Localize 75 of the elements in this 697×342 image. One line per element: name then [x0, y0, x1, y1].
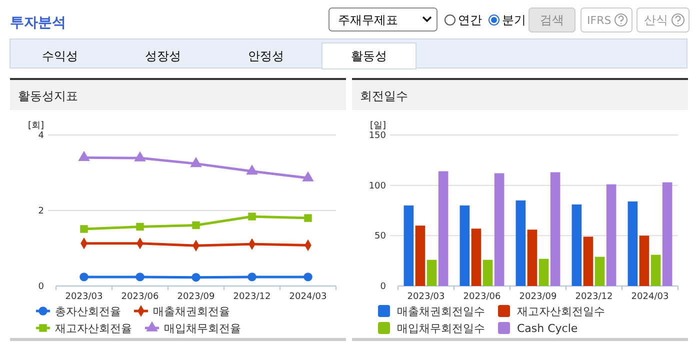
text: 투자분석 — [10, 15, 66, 31]
point — [134, 151, 146, 162]
point — [78, 150, 90, 162]
x-tick-label: 2024/03 — [289, 292, 327, 302]
bar — [572, 204, 582, 286]
dropdown-field: 주재무제표 — [328, 8, 438, 32]
legend-label: 매입채무회전일수 — [397, 322, 485, 335]
legend-label: 재고자산회전일수 — [517, 305, 605, 318]
y-tick-label: 0 — [38, 282, 44, 292]
bar — [594, 256, 605, 286]
point — [246, 164, 258, 175]
x-tick-label: 2023/12 — [233, 292, 271, 302]
text: IFRS — [587, 14, 612, 27]
point — [190, 156, 202, 168]
bar — [494, 173, 504, 286]
y-tick-label: 0 — [380, 282, 386, 292]
text: 성장성 — [145, 49, 181, 63]
bar — [516, 200, 526, 286]
text: 산식 — [644, 13, 668, 27]
bar — [538, 258, 549, 286]
legend-label: Cash Cycle — [517, 322, 578, 335]
text: 안정성 — [248, 49, 284, 63]
bar — [527, 230, 538, 286]
x-tick-label: 2024/03 — [631, 292, 669, 302]
x-tick-label: 2023/12 — [575, 292, 613, 302]
point — [304, 272, 312, 282]
point — [80, 225, 88, 233]
bar — [639, 236, 650, 286]
x-tick-label: 2023/03 — [407, 292, 445, 302]
x-tick-label: 2023/06 — [121, 292, 159, 302]
y-tick-label: 150 — [368, 131, 386, 141]
text: 검색 — [540, 13, 564, 27]
point — [248, 272, 256, 282]
point — [80, 272, 88, 282]
legend-label: 매입채무회전율 — [164, 322, 241, 335]
point — [192, 272, 200, 282]
bar — [482, 260, 493, 286]
text: 활동성 — [351, 49, 387, 63]
x-tick-label: 2023/09 — [519, 292, 557, 302]
text: 연간 — [458, 13, 482, 27]
legend-label: 매출채권회전일수 — [397, 305, 485, 318]
bar — [628, 201, 638, 286]
legend-label: 매출채권회전율 — [153, 305, 230, 318]
x-tick-label: 2023/06 — [463, 292, 501, 302]
bar — [650, 254, 661, 286]
point — [248, 212, 256, 220]
bar — [438, 171, 448, 286]
legend-label: 재고자산회전율 — [55, 322, 132, 335]
y-tick-label: 2 — [38, 206, 44, 216]
point — [136, 222, 144, 231]
bar — [426, 260, 437, 286]
point — [302, 171, 314, 182]
bar — [415, 226, 426, 286]
point — [304, 214, 312, 222]
bar — [550, 172, 560, 286]
chart-title: 회전일수 — [360, 89, 408, 103]
y-tick-label: 4 — [38, 131, 44, 141]
y-tick-label: 50 — [374, 232, 386, 242]
text: 분기 — [502, 13, 526, 27]
y-axis-title: [일] — [370, 121, 386, 131]
y-axis-title: [회] — [28, 121, 44, 131]
y-tick-label: 100 — [368, 181, 386, 192]
bar — [471, 228, 482, 286]
bar — [606, 184, 616, 286]
legend-label: 총자산회전율 — [55, 305, 121, 318]
x-tick-label: 2023/09 — [177, 292, 215, 302]
point — [192, 221, 200, 230]
bar — [404, 205, 414, 286]
bar — [460, 205, 470, 286]
chart-title: 활동성지표 — [18, 89, 78, 103]
point — [136, 272, 144, 282]
x-tick-label: 2023/03 — [65, 292, 103, 302]
bar — [583, 236, 594, 286]
text: 수익성 — [42, 49, 78, 63]
bar — [662, 182, 672, 286]
